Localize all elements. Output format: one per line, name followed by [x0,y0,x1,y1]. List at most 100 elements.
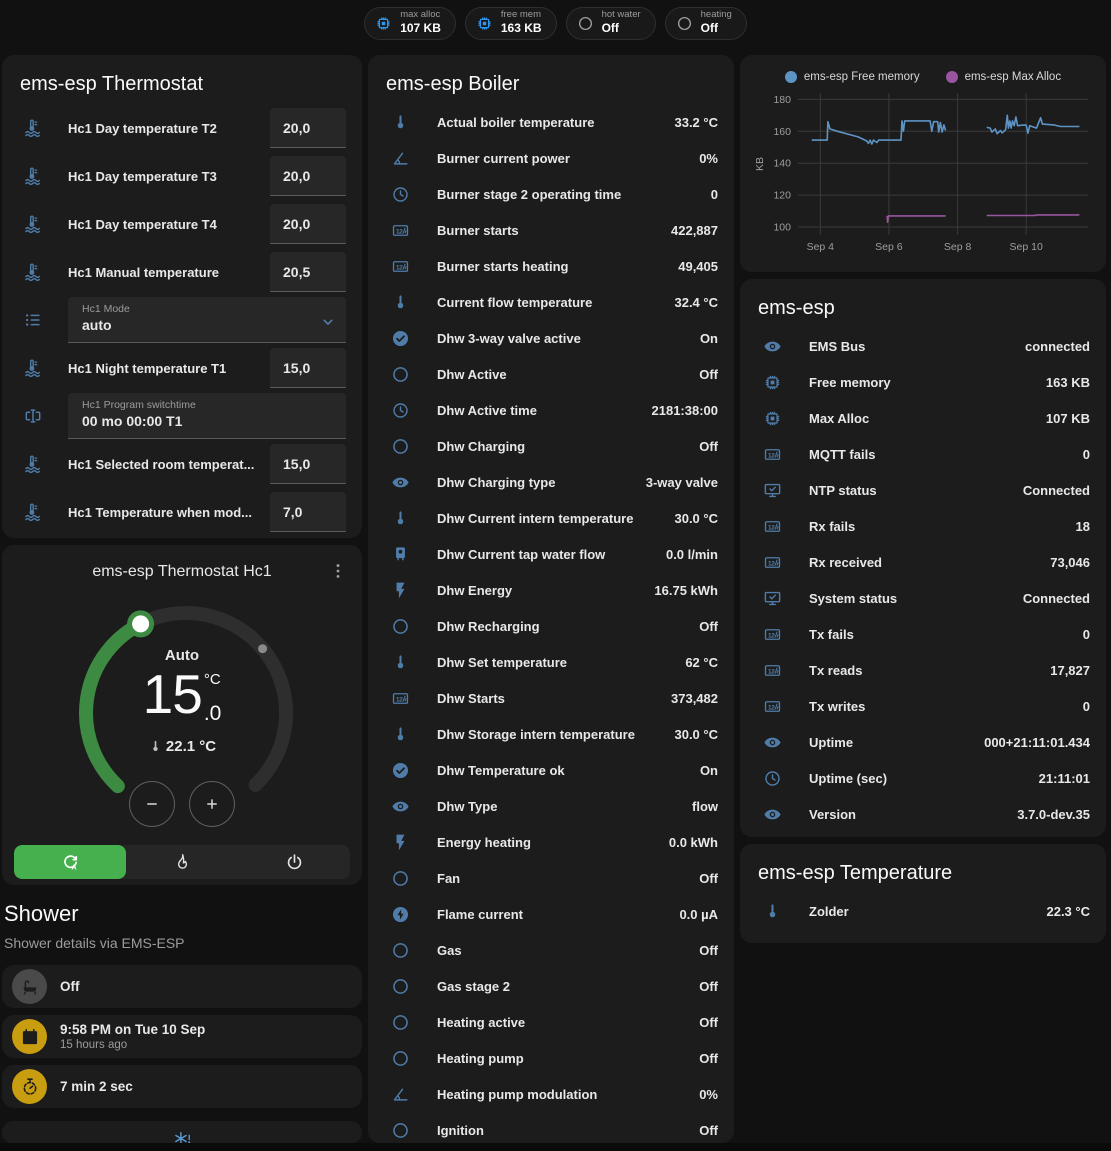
entity-row[interactable]: Heating pump modulation 0% [384,1076,718,1112]
frost-info-card[interactable] [2,1121,362,1144]
increase-temp-button[interactable] [189,781,235,827]
entity-row[interactable]: Fan Off [384,860,718,896]
memory-chart-card: ems-esp Free memory ems-esp Max Alloc 10… [740,55,1106,272]
entity-label: Tx writes [809,698,866,714]
legend-label: ems-esp Max Alloc [964,71,1062,83]
setting-row: Hc1 Day temperature T2 20,0 [18,104,346,152]
entity-row[interactable]: Current flow temperature 32.4 °C [384,284,718,320]
entity-row[interactable]: Uptime (sec) 21:11:01 [756,760,1090,796]
entity-row[interactable]: Dhw Charging Off [384,428,718,464]
number-input[interactable]: 20,5 [270,252,346,292]
entity-value: 422,887 [671,222,718,238]
chip-icon [763,409,782,428]
entity-row[interactable]: Energy heating 0.0 kWh [384,824,718,860]
entity-row[interactable]: Free memory 163 KB [756,364,1090,400]
entity-row[interactable]: Dhw Active Off [384,356,718,392]
entity-row[interactable]: Ignition Off [384,1112,718,1143]
entity-row[interactable]: Dhw Current tap water flow 0.0 l/min [384,536,718,572]
entity-row[interactable]: MQTT fails 0 [756,436,1090,472]
more-options-icon[interactable] [328,561,348,581]
entity-row[interactable]: Gas stage 2 Off [384,968,718,1004]
svg-text:Sep 8: Sep 8 [944,241,972,253]
status-chip[interactable]: heating Off [664,6,747,40]
number-input[interactable]: 20,0 [270,156,346,196]
entity-row[interactable]: Dhw Charging type 3-way valve [384,464,718,500]
circle-outline-icon [391,1121,410,1140]
shower-info-card[interactable]: 7 min 2 sec [2,1065,362,1108]
entity-value: Off [699,978,718,994]
entity-row[interactable]: Burner current power 0% [384,140,718,176]
entity-label: Dhw Charging [437,438,526,454]
svg-text:140: 140 [773,158,791,170]
boiler-panel: ems-esp Boiler Actual boiler temperature… [368,55,734,1143]
entity-row[interactable]: Dhw Recharging Off [384,608,718,644]
entity-row[interactable]: Dhw Energy 16.75 kWh [384,572,718,608]
entity-row[interactable]: Gas Off [384,932,718,968]
entity-row[interactable]: Actual boiler temperature 33.2 °C [384,104,718,140]
entity-row[interactable]: System status Connected [756,580,1090,616]
setting-row: Hc1 Selected room temperat... 15,0 [18,440,346,488]
legend-item[interactable]: ems-esp Free memory [784,71,920,83]
entity-row[interactable]: Rx fails 18 [756,508,1090,544]
entity-value: 373,482 [671,690,718,706]
number-input[interactable]: 7,0 [270,492,346,532]
entity-row[interactable]: Burner starts 422,887 [384,212,718,248]
entity-row[interactable]: Flame current 0.0 µA [384,896,718,932]
decrease-temp-button[interactable] [129,781,175,827]
entity-row[interactable]: Rx received 73,046 [756,544,1090,580]
entity-row[interactable]: Tx fails 0 [756,616,1090,652]
entity-label: Dhw 3-way valve active [437,330,581,346]
status-chip[interactable]: free mem 163 KB [464,6,557,40]
entity-value: Off [699,1014,718,1030]
entity-row[interactable]: Dhw Set temperature 62 °C [384,644,718,680]
svg-text:100: 100 [773,222,791,234]
entity-row[interactable]: Dhw 3-way valve active On [384,320,718,356]
entity-row[interactable]: Dhw Current intern temperature 30.0 °C [384,500,718,536]
shower-info-card[interactable]: Off [2,965,362,1008]
entity-row[interactable]: NTP status Connected [756,472,1090,508]
entity-row[interactable]: EMS Bus connected [756,328,1090,364]
entity-row[interactable]: Heating pump Off [384,1040,718,1076]
thermometer-icon [391,293,410,312]
number-input[interactable]: 15,0 [270,348,346,388]
text-input[interactable]: Hc1 Program switchtime 00 mo 00:00 T1 [68,393,346,439]
check-circle-icon [391,761,410,780]
entity-row[interactable]: Burner stage 2 operating time 0 [384,176,718,212]
number-input[interactable]: 20,0 [270,108,346,148]
entity-row[interactable]: Uptime 000+21:11:01.434 [756,724,1090,760]
shower-info-card[interactable]: 9:58 PM on Tue 10 Sep 15 hours ago [2,1015,362,1058]
panel-title: ems-esp [758,297,835,319]
chip-label: hot water [601,9,641,21]
entity-row[interactable]: Dhw Type flow [384,788,718,824]
mode-select[interactable]: Hc1 Mode auto [68,297,346,343]
mode-heat-button[interactable] [126,845,238,879]
entity-value: 30.0 °C [674,726,718,742]
entity-row[interactable]: Tx writes 0 [756,688,1090,724]
select-label: Hc1 Mode [82,303,130,315]
number-input[interactable]: 20,0 [270,204,346,244]
entity-row[interactable]: Version 3.7.0-dev.35 [756,796,1090,832]
entity-row[interactable]: Tx reads 17,827 [756,652,1090,688]
card-primary-text: Off [60,979,80,994]
setting-row: Hc1 Night temperature T1 15,0 [18,344,346,392]
entity-row[interactable]: Burner starts heating 49,405 [384,248,718,284]
thermostat-dial[interactable]: Auto 15 °C .0 22.1 °C [14,585,350,837]
entity-row[interactable]: Heating active Off [384,1004,718,1040]
entity-row[interactable]: Dhw Active time 2181:38:00 [384,392,718,428]
entity-row[interactable]: Dhw Temperature ok On [384,752,718,788]
entity-value: connected [1024,338,1090,354]
mode-off-button[interactable] [238,845,350,879]
legend-item[interactable]: ems-esp Max Alloc [945,71,1062,83]
mode-auto-button[interactable] [14,845,126,879]
status-chip[interactable]: max alloc 107 KB [364,6,456,40]
circle-outline-icon [391,1013,410,1032]
number-input[interactable]: 15,0 [270,444,346,484]
setting-label: Hc1 Day temperature T2 [68,120,217,136]
entity-row[interactable]: Max Alloc 107 KB [756,400,1090,436]
legend-marker [945,71,958,83]
status-chip[interactable]: hot water Off [565,6,656,40]
entity-row[interactable]: Dhw Starts 373,482 [384,680,718,716]
entity-row[interactable]: Dhw Storage intern temperature 30.0 °C [384,716,718,752]
entity-label: Max Alloc [809,410,870,426]
entity-row[interactable]: Zolder 22.3 °C [756,893,1090,929]
